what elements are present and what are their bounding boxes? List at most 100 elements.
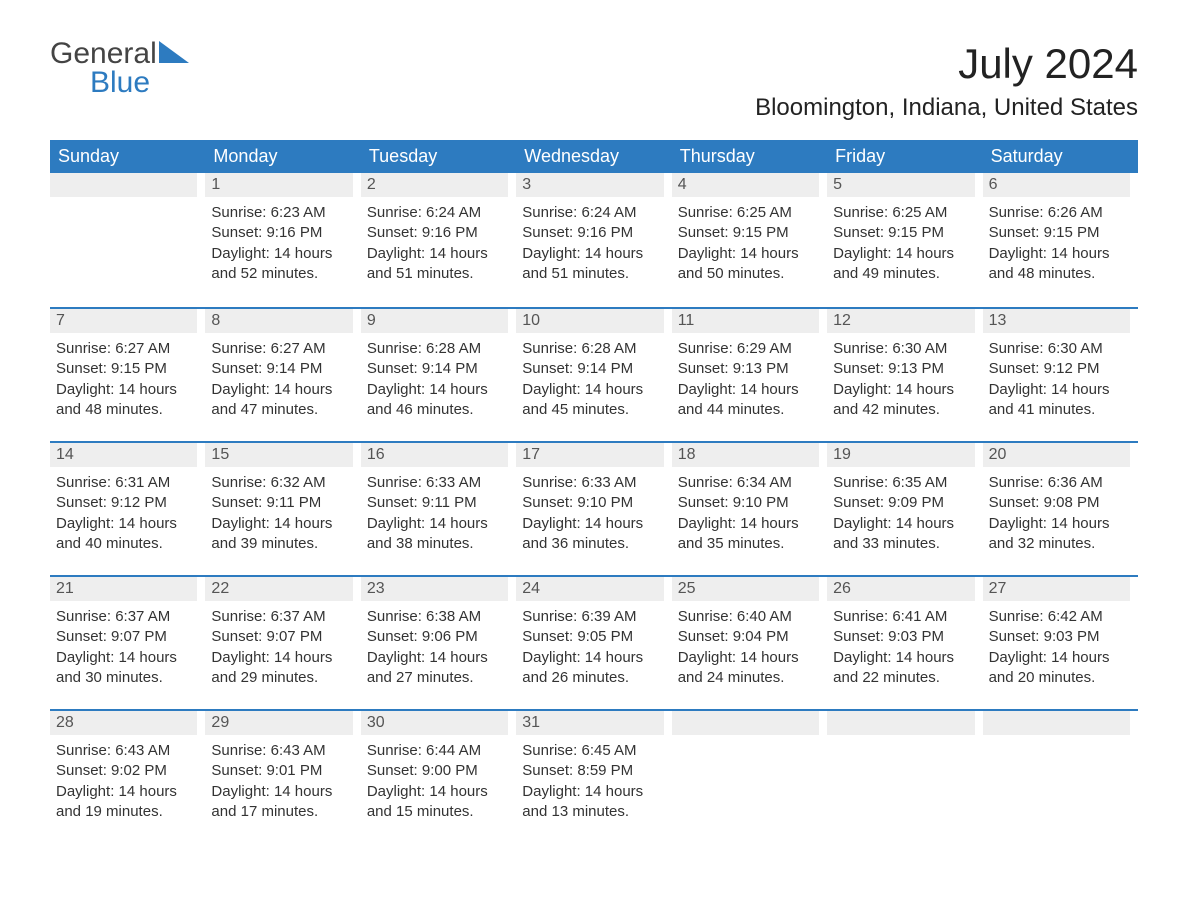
sunset-line: Sunset: 9:05 PM — [516, 627, 663, 647]
daylight-line-1: Daylight: 14 hours — [205, 648, 352, 668]
day-cell: 8Sunrise: 6:27 AMSunset: 9:14 PMDaylight… — [205, 309, 360, 441]
month-title: July 2024 — [755, 40, 1138, 88]
daylight-line-2: and 39 minutes. — [205, 534, 352, 554]
sunrise-line: Sunrise: 6:43 AM — [205, 741, 352, 761]
sunset-line: Sunset: 9:12 PM — [983, 359, 1130, 379]
day-number: 4 — [672, 173, 819, 197]
daylight-line-2: and 20 minutes. — [983, 668, 1130, 688]
day-number: 14 — [50, 443, 197, 467]
daylight-line-1: Daylight: 14 hours — [827, 380, 974, 400]
daylight-line-2: and 51 minutes. — [516, 264, 663, 284]
daylight-line-2: and 42 minutes. — [827, 400, 974, 420]
day-number: 29 — [205, 711, 352, 735]
sunset-line: Sunset: 9:08 PM — [983, 493, 1130, 513]
daylight-line-2: and 32 minutes. — [983, 534, 1130, 554]
logo: General Blue — [50, 40, 189, 97]
sunset-line: Sunset: 9:11 PM — [361, 493, 508, 513]
sunset-line: Sunset: 9:10 PM — [672, 493, 819, 513]
sunset-line: Sunset: 9:03 PM — [983, 627, 1130, 647]
sunrise-line: Sunrise: 6:33 AM — [361, 473, 508, 493]
day-cell — [50, 173, 205, 307]
sunset-line: Sunset: 9:11 PM — [205, 493, 352, 513]
daylight-line-1: Daylight: 14 hours — [50, 782, 197, 802]
week-row: 21Sunrise: 6:37 AMSunset: 9:07 PMDayligh… — [50, 575, 1138, 709]
day-number: 10 — [516, 309, 663, 333]
day-number: 8 — [205, 309, 352, 333]
daylight-line-2: and 29 minutes. — [205, 668, 352, 688]
day-number: 11 — [672, 309, 819, 333]
daylight-line-2: and 41 minutes. — [983, 400, 1130, 420]
sunset-line: Sunset: 9:13 PM — [827, 359, 974, 379]
day-cell: 21Sunrise: 6:37 AMSunset: 9:07 PMDayligh… — [50, 577, 205, 709]
sunset-line: Sunset: 9:16 PM — [516, 223, 663, 243]
sunset-line: Sunset: 9:15 PM — [827, 223, 974, 243]
day-number: 15 — [205, 443, 352, 467]
day-cell: 25Sunrise: 6:40 AMSunset: 9:04 PMDayligh… — [672, 577, 827, 709]
day-number — [983, 711, 1130, 735]
calendar: SundayMondayTuesdayWednesdayThursdayFrid… — [50, 140, 1138, 843]
sunset-line: Sunset: 9:14 PM — [516, 359, 663, 379]
day-cell: 3Sunrise: 6:24 AMSunset: 9:16 PMDaylight… — [516, 173, 671, 307]
day-cell: 9Sunrise: 6:28 AMSunset: 9:14 PMDaylight… — [361, 309, 516, 441]
sunrise-line: Sunrise: 6:29 AM — [672, 339, 819, 359]
daylight-line-2: and 26 minutes. — [516, 668, 663, 688]
day-cell: 23Sunrise: 6:38 AMSunset: 9:06 PMDayligh… — [361, 577, 516, 709]
daylight-line-1: Daylight: 14 hours — [672, 380, 819, 400]
sunrise-line: Sunrise: 6:30 AM — [983, 339, 1130, 359]
day-header: Thursday — [672, 140, 827, 173]
sunrise-line: Sunrise: 6:27 AM — [205, 339, 352, 359]
day-number: 2 — [361, 173, 508, 197]
daylight-line-1: Daylight: 14 hours — [516, 648, 663, 668]
day-cell: 22Sunrise: 6:37 AMSunset: 9:07 PMDayligh… — [205, 577, 360, 709]
sunrise-line: Sunrise: 6:32 AM — [205, 473, 352, 493]
sunset-line: Sunset: 9:00 PM — [361, 761, 508, 781]
daylight-line-1: Daylight: 14 hours — [516, 244, 663, 264]
day-number: 24 — [516, 577, 663, 601]
daylight-line-2: and 22 minutes. — [827, 668, 974, 688]
day-cell: 13Sunrise: 6:30 AMSunset: 9:12 PMDayligh… — [983, 309, 1138, 441]
sunset-line: Sunset: 9:07 PM — [50, 627, 197, 647]
daylight-line-1: Daylight: 14 hours — [672, 514, 819, 534]
daylight-line-2: and 40 minutes. — [50, 534, 197, 554]
daylight-line-2: and 17 minutes. — [205, 802, 352, 822]
day-cell: 5Sunrise: 6:25 AMSunset: 9:15 PMDaylight… — [827, 173, 982, 307]
day-number: 22 — [205, 577, 352, 601]
day-header: Wednesday — [516, 140, 671, 173]
sunset-line: Sunset: 9:09 PM — [827, 493, 974, 513]
daylight-line-1: Daylight: 14 hours — [361, 380, 508, 400]
sunrise-line: Sunrise: 6:27 AM — [50, 339, 197, 359]
daylight-line-1: Daylight: 14 hours — [516, 514, 663, 534]
week-row: 1Sunrise: 6:23 AMSunset: 9:16 PMDaylight… — [50, 173, 1138, 307]
day-cell: 2Sunrise: 6:24 AMSunset: 9:16 PMDaylight… — [361, 173, 516, 307]
sunset-line: Sunset: 9:06 PM — [361, 627, 508, 647]
day-cell: 18Sunrise: 6:34 AMSunset: 9:10 PMDayligh… — [672, 443, 827, 575]
daylight-line-2: and 44 minutes. — [672, 400, 819, 420]
daylight-line-2: and 49 minutes. — [827, 264, 974, 284]
day-number — [672, 711, 819, 735]
sunrise-line: Sunrise: 6:30 AM — [827, 339, 974, 359]
sunset-line: Sunset: 9:02 PM — [50, 761, 197, 781]
daylight-line-1: Daylight: 14 hours — [361, 514, 508, 534]
day-number: 18 — [672, 443, 819, 467]
daylight-line-1: Daylight: 14 hours — [827, 648, 974, 668]
day-number: 27 — [983, 577, 1130, 601]
day-number: 5 — [827, 173, 974, 197]
day-cell: 19Sunrise: 6:35 AMSunset: 9:09 PMDayligh… — [827, 443, 982, 575]
day-header-row: SundayMondayTuesdayWednesdayThursdayFrid… — [50, 140, 1138, 173]
daylight-line-2: and 15 minutes. — [361, 802, 508, 822]
day-cell — [672, 711, 827, 843]
sunrise-line: Sunrise: 6:36 AM — [983, 473, 1130, 493]
day-cell — [827, 711, 982, 843]
daylight-line-1: Daylight: 14 hours — [983, 648, 1130, 668]
day-header: Friday — [827, 140, 982, 173]
day-number: 30 — [361, 711, 508, 735]
daylight-line-1: Daylight: 14 hours — [50, 514, 197, 534]
week-row: 7Sunrise: 6:27 AMSunset: 9:15 PMDaylight… — [50, 307, 1138, 441]
sunrise-line: Sunrise: 6:41 AM — [827, 607, 974, 627]
sunset-line: Sunset: 9:13 PM — [672, 359, 819, 379]
sunset-line: Sunset: 9:15 PM — [50, 359, 197, 379]
header: General Blue July 2024 Bloomington, Indi… — [50, 40, 1138, 122]
day-number: 1 — [205, 173, 352, 197]
day-cell: 20Sunrise: 6:36 AMSunset: 9:08 PMDayligh… — [983, 443, 1138, 575]
daylight-line-2: and 24 minutes. — [672, 668, 819, 688]
